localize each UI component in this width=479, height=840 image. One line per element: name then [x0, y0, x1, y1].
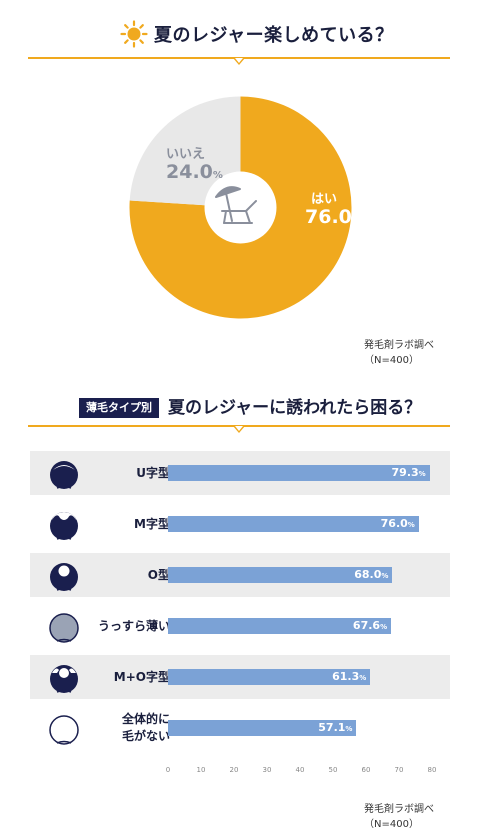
category-label: うっすら薄い [97, 618, 170, 633]
x-tick-label: 30 [262, 766, 272, 774]
bar-value-label: 76.0% [380, 517, 415, 530]
sun-icon [120, 20, 148, 48]
x-tick-label: 10 [196, 766, 206, 774]
beach-chair-umbrella-icon [215, 186, 257, 224]
head-u-icon [50, 461, 78, 489]
page-title: 夏のレジャー楽しめている？ [154, 25, 394, 46]
section1-header: 夏のレジャー楽しめている？ [0, 14, 479, 54]
donut-chart [128, 95, 353, 320]
bar-value-label: 79.3% [391, 466, 426, 479]
head-o-icon [50, 563, 78, 591]
category-label: O型 [147, 567, 170, 582]
head-mo-icon [50, 665, 78, 693]
bar: 67.6% [168, 618, 392, 634]
category-label: M字型 [134, 516, 170, 531]
bar: 79.3% [168, 465, 430, 481]
slice-label-yes-text: はい [311, 192, 338, 207]
slice-label-yes: はい 76.0% [305, 188, 362, 231]
x-tick-label: 50 [328, 766, 338, 774]
slice-label-no-text: いいえ [166, 147, 206, 162]
bar-value-label: 61.3% [332, 670, 367, 683]
bar: 61.3% [168, 669, 371, 685]
pie-slice-no [129, 96, 241, 208]
bar: 68.0% [168, 567, 393, 583]
bar-row: M字型 [30, 502, 450, 546]
bar-row: 全体的に 毛がない [30, 706, 450, 750]
source-note-1: 発毛剤ラボ調べ（N=400） [364, 340, 434, 366]
head-thin-icon [49, 613, 79, 643]
bar-row: うっすら薄い [30, 604, 450, 648]
bar-value-label: 57.1% [318, 721, 353, 734]
x-tick-label: 80 [427, 766, 437, 774]
bar-value-label: 67.6% [352, 619, 388, 632]
x-tick-label: 60 [361, 766, 371, 774]
bar: 76.0% [168, 516, 419, 532]
slice-value-no: 24.0 [166, 161, 213, 183]
x-tick-label: 20 [229, 766, 239, 774]
category-label: U字型 [136, 465, 170, 480]
head-bald-icon [49, 715, 79, 745]
donut-chart-svg [129, 96, 352, 319]
bar: 57.1% [168, 720, 357, 736]
head-m-icon [50, 512, 78, 540]
source-note-2: 発毛剤ラボ調べ（N=400） [364, 804, 434, 830]
x-tick-label: 70 [394, 766, 404, 774]
category-label: 全体的に 毛がない [121, 712, 170, 743]
section2-title: 夏のレジャーに誘われたら困る？ [168, 398, 422, 418]
type-badge: 薄毛タイプ別 [79, 398, 159, 418]
slice-label-no: いいえ 24.0% [166, 143, 223, 186]
slice-value-yes: 76.0 [305, 206, 352, 228]
x-tick-label: 0 [165, 766, 171, 774]
category-label: M+O字型 [113, 669, 170, 684]
x-tick-label: 40 [295, 766, 305, 774]
bar-value-label: 68.0% [354, 568, 389, 581]
